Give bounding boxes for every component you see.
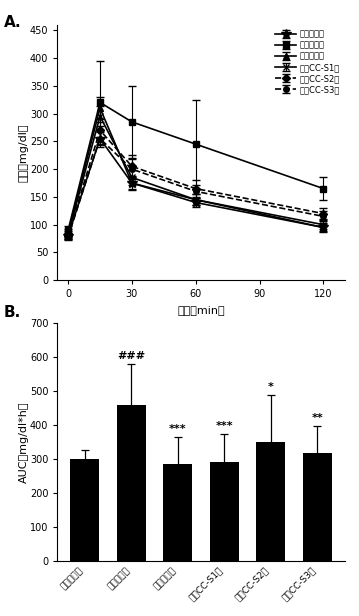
Bar (117, 405, 146, 561)
Text: B.: B. (4, 305, 21, 320)
Bar (163, 464, 192, 561)
Bar (210, 461, 239, 561)
Text: **: ** (311, 413, 323, 423)
Legend: 正常对照组, 模型对照组, 罗格列酮组, 香茅CC-S1组, 香茅CC-S2组, 香茅CC-S3组: 正常对照组, 模型对照组, 罗格列酮组, 香茅CC-S1组, 香茅CC-S2组,… (274, 29, 340, 95)
Bar (256, 442, 285, 561)
Bar (303, 453, 332, 561)
Text: A.: A. (4, 15, 21, 30)
X-axis label: 时间（min）: 时间（min） (177, 305, 225, 315)
Bar (70, 459, 99, 561)
Text: ***: *** (215, 421, 233, 431)
Y-axis label: 血糖（mg/dl）: 血糖（mg/dl） (18, 123, 28, 182)
Text: *: * (268, 382, 274, 392)
Y-axis label: AUC（mg/dl*h）: AUC（mg/dl*h） (19, 401, 28, 483)
Text: ###: ### (117, 351, 145, 362)
Text: ***: *** (169, 424, 187, 434)
